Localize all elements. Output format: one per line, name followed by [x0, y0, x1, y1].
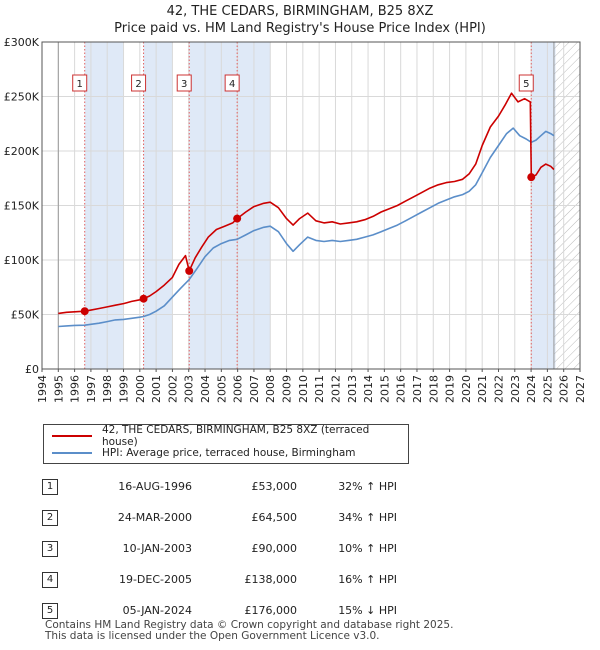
x-tick-label: 2007 — [248, 375, 261, 403]
table-row: 3 10-JAN-2003 £90,000 10% ↑ HPI — [42, 533, 397, 564]
sale-number: 4 — [42, 571, 58, 588]
sale-number: 2 — [42, 509, 58, 526]
sale-number-label: 5 — [523, 79, 529, 90]
sale-point — [527, 173, 536, 182]
sale-number-box — [518, 74, 534, 92]
sale-hpi-diff: 32% ↑ HPI — [338, 480, 397, 493]
price-chart: 1 2 3 4 5 £0 £50K £100K £150K £200K £250K £300K 1994… — [4, 36, 587, 403]
sale-point — [80, 307, 89, 316]
y-tick-label: £200K — [4, 145, 40, 158]
x-tick-label: 2018 — [427, 375, 440, 403]
x-tick-label: 1998 — [101, 375, 114, 403]
x-tick-label: 2009 — [281, 375, 294, 403]
x-tick-label: 2025 — [541, 375, 554, 403]
sale-number-label: 3 — [181, 79, 187, 90]
sale-date: 24-MAR-2000 — [117, 511, 192, 524]
sale-hpi-diff: 15% ↓ HPI — [338, 604, 397, 617]
chart-subtitle: Price paid vs. HM Land Registry's House … — [114, 21, 486, 36]
sales-table: 1 16-AUG-1996 £53,000 32% ↑ HPI 2 24-MAR… — [42, 471, 397, 626]
table-row: 5 05-JAN-2024 £176,000 15% ↓ HPI — [42, 595, 397, 626]
x-tick-label: 2000 — [134, 375, 147, 403]
sale-number-label: 4 — [229, 79, 235, 90]
sale-point — [233, 214, 242, 223]
sale-hpi-diff: 10% ↑ HPI — [338, 542, 397, 555]
x-tick-label: 2027 — [574, 375, 587, 403]
x-tick-label: 2003 — [183, 375, 196, 403]
footer-licence: This data is licensed under the Open Gov… — [45, 630, 380, 642]
x-tick-label: 1997 — [85, 375, 98, 403]
x-tick-label: 2019 — [444, 375, 457, 403]
sale-date: 10-JAN-2003 — [122, 542, 192, 555]
sale-date: 19-DEC-2005 — [118, 573, 192, 586]
sale-hpi-diff: 34% ↑ HPI — [338, 511, 397, 524]
sale-number-label: 1 — [77, 79, 83, 90]
x-tick-label: 2010 — [297, 375, 310, 403]
x-tick-label: 2026 — [558, 375, 571, 403]
sale-point — [139, 294, 148, 303]
y-tick-label: £100K — [4, 254, 40, 267]
sale-date: 05-JAN-2024 — [122, 604, 192, 617]
y-tick-label: £150K — [4, 200, 40, 213]
x-tick-label: 2006 — [232, 375, 245, 403]
y-tick-label: £250K — [4, 91, 40, 104]
legend-blue-label: HPI: Average price, terraced house, Birm… — [102, 447, 356, 459]
x-tick-label: 2011 — [313, 375, 326, 403]
legend: 42, THE CEDARS, BIRMINGHAM, B25 8XZ (ter… — [43, 424, 409, 464]
sale-price: £90,000 — [251, 542, 298, 555]
x-tick-label: 2020 — [460, 375, 473, 403]
table-row: 4 19-DEC-2005 £138,000 16% ↑ HPI — [42, 564, 397, 595]
sale-number-box — [176, 74, 192, 92]
x-tick-label: 2022 — [492, 375, 505, 403]
chart-title: 42, THE CEDARS, BIRMINGHAM, B25 8XZ — [166, 4, 434, 19]
plot-frame — [41, 41, 581, 370]
x-tick-label: 1999 — [118, 375, 131, 403]
legend-blue-swatch — [52, 452, 92, 454]
sale-number-box — [131, 74, 147, 92]
sale-price: £176,000 — [244, 604, 298, 617]
sale-number: 1 — [42, 478, 58, 495]
y-tick-label: £50K — [11, 309, 40, 322]
x-tick-label: 2016 — [395, 375, 408, 403]
x-tick-label: 1994 — [36, 375, 49, 403]
legend-red-label: 42, THE CEDARS, BIRMINGHAM, B25 8XZ (ter… — [101, 424, 370, 448]
x-tick-label: 2005 — [215, 375, 228, 403]
x-tick-label: 2021 — [476, 375, 489, 403]
x-tick-label: 1996 — [69, 375, 82, 403]
table-row: 2 24-MAR-2000 £64,500 34% ↑ HPI — [42, 502, 397, 533]
sale-number: 3 — [42, 540, 58, 557]
hpi-line — [58, 127, 555, 328]
sale-number-label: 2 — [135, 79, 141, 90]
y-tick-label: £0 — [25, 363, 39, 376]
sale-hpi-diff: 16% ↑ HPI — [338, 573, 397, 586]
legend-red-swatch — [52, 435, 92, 437]
sale-price: £138,000 — [244, 573, 298, 586]
x-tick-label: 2014 — [362, 375, 375, 403]
x-tick-label: 2015 — [378, 375, 391, 403]
x-tick-label: 2002 — [166, 375, 179, 403]
footer: Contains HM Land Registry data © Crown c… — [45, 620, 453, 642]
x-tick-label: 1995 — [52, 375, 65, 403]
sale-price: £64,500 — [251, 511, 298, 524]
footer-copyright: Contains HM Land Registry data © Crown c… — [45, 619, 454, 631]
x-tick-label: 2024 — [525, 375, 538, 403]
x-tick-label: 2004 — [199, 375, 212, 403]
x-tick-label: 2008 — [264, 375, 277, 403]
x-tick-label: 2012 — [329, 375, 342, 403]
y-tick-label: £300K — [4, 36, 40, 49]
sale-date: 16-AUG-1996 — [118, 480, 192, 493]
sale-number-box — [72, 74, 88, 92]
x-tick-label: 2013 — [346, 375, 359, 403]
sale-price: £53,000 — [251, 480, 298, 493]
x-tick-label: 2017 — [411, 375, 424, 403]
sale-point — [185, 266, 194, 275]
x-tick-label: 2001 — [150, 375, 163, 403]
table-row: 1 16-AUG-1996 £53,000 32% ↑ HPI — [42, 471, 397, 502]
sale-number-box — [224, 74, 240, 92]
sale-number: 5 — [42, 602, 58, 619]
x-tick-label: 2023 — [509, 375, 522, 403]
